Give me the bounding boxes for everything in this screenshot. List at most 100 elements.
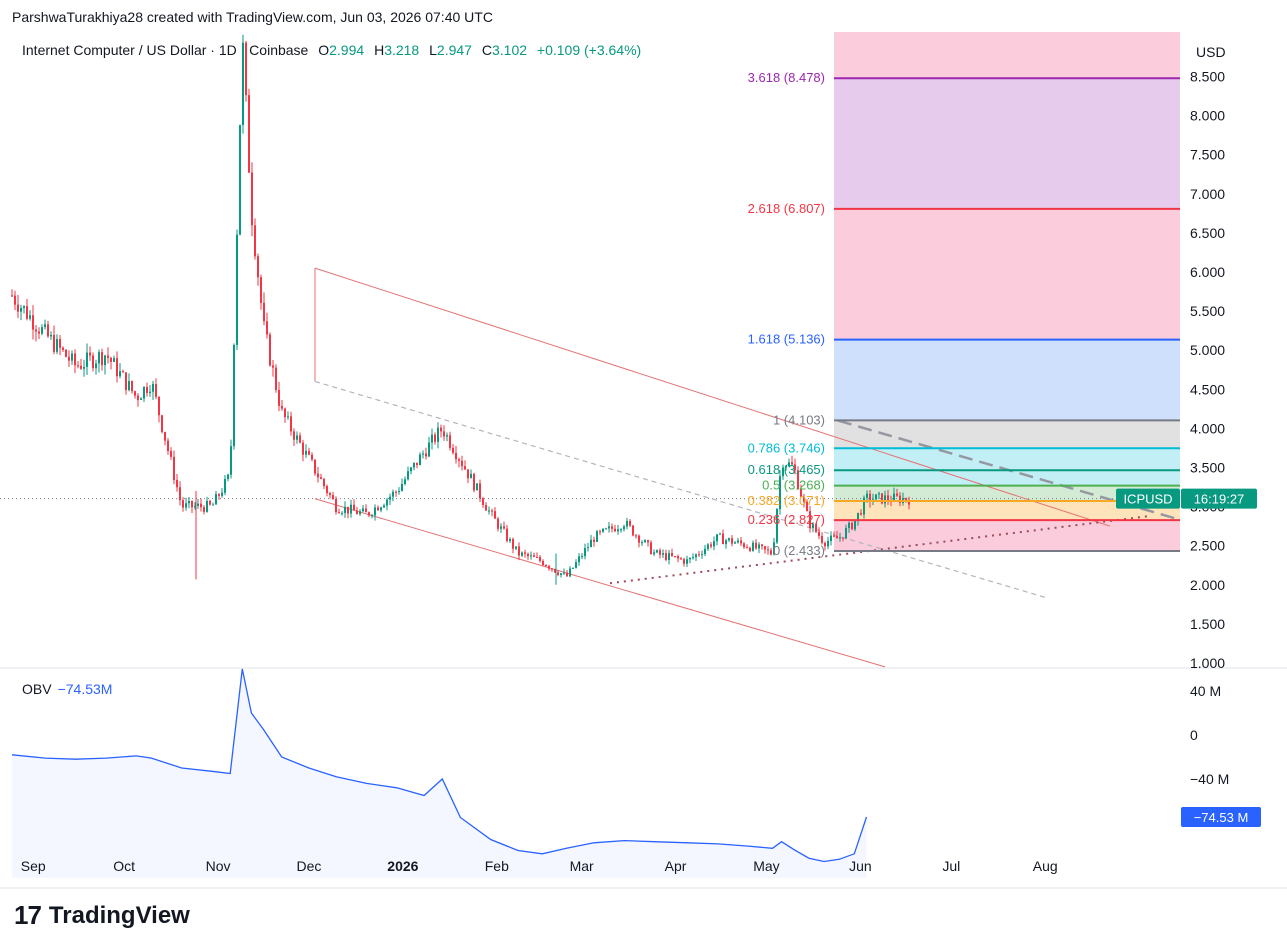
candle — [710, 542, 712, 549]
candle-body — [479, 483, 481, 499]
obv-tag-box — [1181, 806, 1261, 827]
candle — [152, 380, 154, 400]
candle-body — [824, 542, 826, 547]
candle-body — [554, 569, 556, 573]
candle-body — [365, 508, 367, 513]
fib-zone-top — [834, 32, 1180, 79]
candle-body — [278, 389, 280, 406]
low-label: L — [429, 42, 437, 58]
candle-body — [257, 256, 259, 278]
candle-body — [539, 557, 541, 561]
open-label: O — [318, 42, 330, 58]
candle — [47, 320, 49, 338]
fib-label: 0 (2.433) — [773, 543, 825, 558]
candle-body — [212, 504, 214, 506]
candle-body — [536, 556, 538, 558]
candle-body — [452, 447, 454, 453]
candle — [305, 444, 307, 458]
candle — [116, 351, 118, 383]
candle-body — [608, 526, 610, 529]
candle — [50, 331, 52, 340]
candle — [257, 253, 259, 286]
candle-body — [410, 467, 412, 472]
candle-body — [431, 434, 433, 443]
candle — [641, 540, 643, 546]
candle-body — [611, 526, 613, 529]
candle — [887, 489, 889, 505]
candle-body — [722, 533, 724, 545]
candle-body — [113, 358, 115, 362]
candle — [125, 372, 127, 395]
candle-body — [758, 544, 760, 549]
candle — [854, 520, 856, 532]
candle-body — [773, 542, 775, 555]
candle-body — [593, 539, 595, 542]
candle — [197, 499, 199, 509]
candle — [875, 494, 877, 500]
candle — [473, 472, 475, 493]
candle — [452, 444, 454, 455]
candle — [785, 464, 787, 471]
candle-body — [143, 386, 145, 399]
obv-legend[interactable]: OBV −74.53M — [22, 681, 112, 697]
candle — [545, 564, 547, 567]
candle-body — [254, 225, 256, 257]
candle-body — [686, 559, 688, 564]
time-tick-label: Apr — [665, 858, 687, 874]
candle — [743, 542, 745, 550]
candle — [293, 428, 295, 446]
candle-body — [182, 500, 184, 508]
candle — [560, 573, 562, 578]
candle — [770, 547, 772, 556]
candle — [716, 534, 718, 546]
candle — [110, 356, 112, 370]
candle — [365, 504, 367, 513]
candle-body — [830, 535, 832, 541]
candle — [389, 493, 391, 505]
candle-body — [620, 529, 622, 531]
candle — [329, 491, 331, 499]
candle — [413, 462, 415, 471]
candle-body — [179, 487, 181, 501]
candle-body — [782, 467, 784, 477]
candle-body — [158, 396, 160, 416]
candle — [881, 493, 883, 505]
candle-body — [665, 553, 667, 560]
candle — [500, 523, 502, 533]
candle-body — [491, 510, 493, 512]
candle — [590, 534, 592, 548]
candle — [230, 439, 232, 479]
candle — [347, 506, 349, 519]
symbol-title[interactable]: Internet Computer / US Dollar · 1D · Coi… — [22, 42, 309, 58]
candle-body — [383, 505, 385, 508]
candle-body — [248, 95, 250, 173]
candle-body — [734, 542, 736, 544]
candle — [404, 476, 406, 486]
fib-label: 0.618 (3.465) — [748, 462, 825, 477]
candle — [761, 543, 763, 550]
candle — [185, 497, 187, 511]
candle — [878, 491, 880, 500]
candle-body — [434, 434, 436, 442]
close-value: 3.102 — [491, 42, 528, 58]
candle-body — [98, 352, 100, 364]
candle-body — [245, 42, 247, 96]
candle-body — [62, 347, 64, 350]
candle-body — [200, 503, 202, 508]
candle-body — [176, 479, 178, 488]
candle-body — [140, 398, 142, 400]
candle — [137, 393, 139, 407]
candle — [899, 492, 901, 507]
candle — [425, 447, 427, 460]
candle-body — [788, 462, 790, 466]
candle — [671, 548, 673, 557]
candle-body — [218, 494, 220, 496]
candle-body — [887, 495, 889, 501]
tradingview-brand[interactable]: 17 TradingView — [14, 900, 190, 931]
price-tick-label: 8.000 — [1190, 108, 1225, 124]
candle — [617, 524, 619, 535]
candle — [296, 431, 298, 444]
candle-body — [395, 491, 397, 493]
candle — [98, 349, 100, 373]
